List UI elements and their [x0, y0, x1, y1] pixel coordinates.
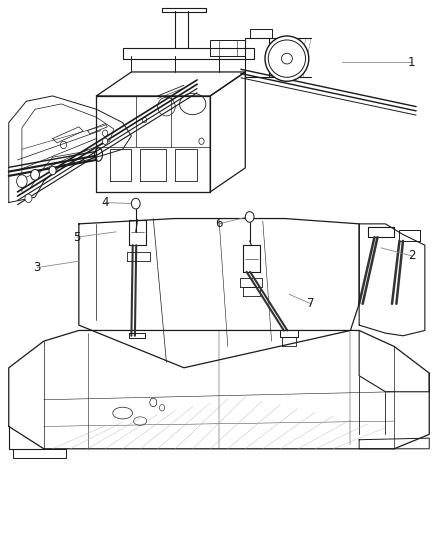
Text: 1: 1: [408, 56, 416, 69]
Circle shape: [199, 138, 204, 144]
Circle shape: [131, 198, 140, 209]
Text: 3: 3: [34, 261, 41, 274]
Circle shape: [31, 169, 39, 180]
Circle shape: [102, 138, 108, 144]
Text: 6: 6: [215, 217, 223, 230]
Text: 2: 2: [408, 249, 416, 262]
Text: 4: 4: [101, 196, 109, 209]
Circle shape: [25, 194, 32, 203]
Text: 7: 7: [307, 297, 315, 310]
Circle shape: [245, 212, 254, 222]
Circle shape: [150, 398, 157, 407]
Ellipse shape: [265, 36, 309, 81]
Circle shape: [49, 166, 56, 175]
Circle shape: [17, 175, 27, 188]
Text: 5: 5: [73, 231, 80, 244]
